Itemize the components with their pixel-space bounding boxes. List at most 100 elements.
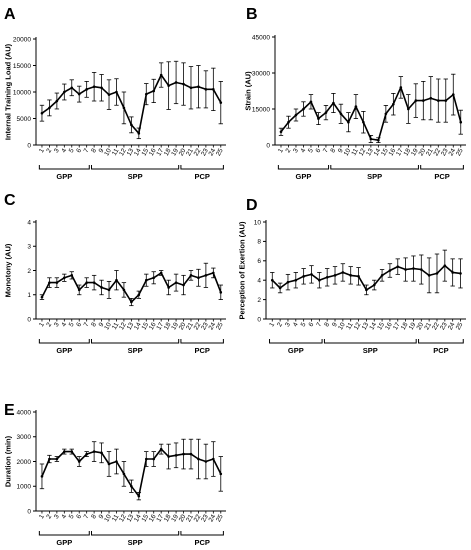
y-tick-label: 10 [254,219,262,226]
y-tick-label: 0 [266,142,270,149]
y-tick-label: 5000 [17,116,32,123]
data-point [70,86,74,90]
y-tick-label: 15000 [252,106,270,113]
y-tick-label: 45000 [252,34,270,41]
data-point [55,457,59,461]
x-tick-label: 9 [337,147,345,154]
phase-bracket [38,531,90,536]
data-point [48,457,51,461]
panel-letter: D [246,197,258,214]
y-tick-label: 3000 [17,434,32,441]
x-tick-label: 11 [345,321,355,331]
x-tick-label: 6 [308,321,316,328]
data-point [219,101,223,104]
x-tick-label: 10 [103,321,113,331]
data-point [85,88,88,91]
data-point [325,275,329,279]
series-line [280,86,462,141]
x-tick-label: 15 [380,147,390,157]
data-point [197,276,200,280]
data-point [115,460,118,463]
data-point [130,300,133,304]
phase-label: SPP [128,538,143,547]
x-tick-label: 1 [38,147,46,154]
data-point [182,283,185,287]
data-point [294,278,298,282]
x-tick-label: 11 [111,147,121,157]
data-point [77,460,81,463]
x-tick-label: 24 [208,513,218,523]
data-point [70,450,74,453]
phase-bracket [180,165,224,170]
data-point [152,89,156,93]
x-tick-label: 4 [60,513,68,520]
x-tick-label: 22 [433,147,443,157]
phase-bracket [277,165,330,170]
phase-label: GPP [56,172,72,181]
data-point [212,271,215,275]
x-tick-label: 8 [90,147,98,154]
phase-bracket [91,165,180,170]
x-tick-label: 24 [208,321,218,331]
data-point [388,269,392,272]
x-tick-label: 15 [141,321,151,331]
x-tick-label: 23 [200,513,210,523]
data-point [63,90,66,94]
data-point [333,274,337,277]
x-tick-label: 14 [368,321,378,331]
x-tick-label: 14 [133,321,143,331]
x-tick-label: 9 [331,321,339,328]
data-point [122,472,126,476]
data-point [92,450,96,453]
data-point [422,99,425,102]
data-point [159,271,163,275]
data-point [174,281,178,284]
x-tick-label: 1 [268,321,276,328]
x-tick-label: 8 [323,321,331,328]
data-point [365,288,368,292]
panel-letter: E [4,402,15,419]
x-tick-label: 19 [408,321,418,331]
x-tick-label: 9 [98,321,106,328]
data-point [294,113,298,117]
phase-label: PCP [194,172,209,181]
data-point [130,123,133,127]
data-point [48,106,51,110]
data-point [92,85,96,88]
data-point [310,273,313,276]
x-tick-label: 12 [118,147,128,157]
x-tick-label: 7 [315,321,323,328]
data-point [287,120,290,124]
x-tick-label: 16 [148,147,158,157]
data-point [212,457,215,461]
data-point [55,281,59,284]
data-point [77,92,81,96]
data-point [380,274,384,277]
phase-bracket [180,531,224,536]
x-tick-label: 8 [90,321,98,328]
x-tick-label: 24 [208,147,218,157]
x-tick-label: 18 [403,147,413,157]
data-point [427,274,431,277]
x-tick-label: 21 [185,513,195,523]
data-point [152,457,156,461]
data-point [414,99,418,102]
data-point [130,484,133,488]
data-point [219,472,223,476]
x-tick-label: 25 [215,513,225,523]
phase-label: GPP [56,538,72,547]
x-tick-label: 19 [170,321,180,331]
data-point [122,288,126,292]
data-point [347,120,350,124]
x-tick-label: 4 [292,321,300,328]
data-point [122,106,126,110]
x-tick-label: 2 [45,321,53,328]
phase-label: GPP [296,172,312,181]
y-tick-label: 0 [27,142,31,149]
x-tick-label: 3 [53,513,61,520]
x-tick-label: 20 [416,321,426,331]
data-point [137,293,141,297]
